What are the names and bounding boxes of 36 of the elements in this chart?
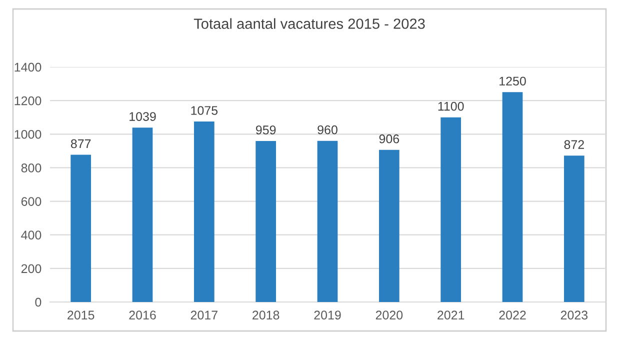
x-tick-label: 2022 xyxy=(499,310,526,320)
x-tick-label: 2021 xyxy=(438,310,464,320)
bar xyxy=(132,128,153,302)
data-label: 1250 xyxy=(500,76,526,86)
y-tick-label: 1200 xyxy=(14,96,42,106)
data-label: 872 xyxy=(564,140,584,149)
y-tick-label: 1400 xyxy=(14,62,42,72)
y-tick-label: 600 xyxy=(21,197,42,206)
x-tick-label: 2023 xyxy=(560,310,588,320)
bar xyxy=(564,156,584,302)
data-label: 906 xyxy=(379,134,400,144)
y-tick-label: 0 xyxy=(35,298,42,307)
x-tick-label: 2020 xyxy=(376,310,403,320)
x-tick-label: 2017 xyxy=(190,310,218,320)
x-tick-label: 2019 xyxy=(314,310,341,320)
y-tick-label: 200 xyxy=(21,264,42,274)
bar xyxy=(256,141,276,302)
bar xyxy=(70,154,92,302)
bar xyxy=(317,140,338,302)
y-tick-label: 400 xyxy=(21,230,42,240)
x-tick-label: 2018 xyxy=(252,310,280,320)
data-label: 1039 xyxy=(130,112,156,121)
data-label: 960 xyxy=(318,125,338,134)
y-tick-label: 800 xyxy=(21,164,42,172)
bar xyxy=(194,122,214,302)
data-label: 1075 xyxy=(191,106,218,115)
data-label: 959 xyxy=(256,126,276,134)
y-tick-label: 1000 xyxy=(14,130,42,139)
chart-title: Totaal aantal vacatures 2015 - 2023 xyxy=(194,18,425,29)
data-label: 1100 xyxy=(438,102,464,111)
x-tick-label: 2015 xyxy=(68,310,94,320)
data-label: 877 xyxy=(70,139,91,148)
x-tick-label: 2016 xyxy=(129,310,156,320)
bar xyxy=(502,92,523,302)
bar xyxy=(440,117,462,302)
bar xyxy=(378,150,400,302)
